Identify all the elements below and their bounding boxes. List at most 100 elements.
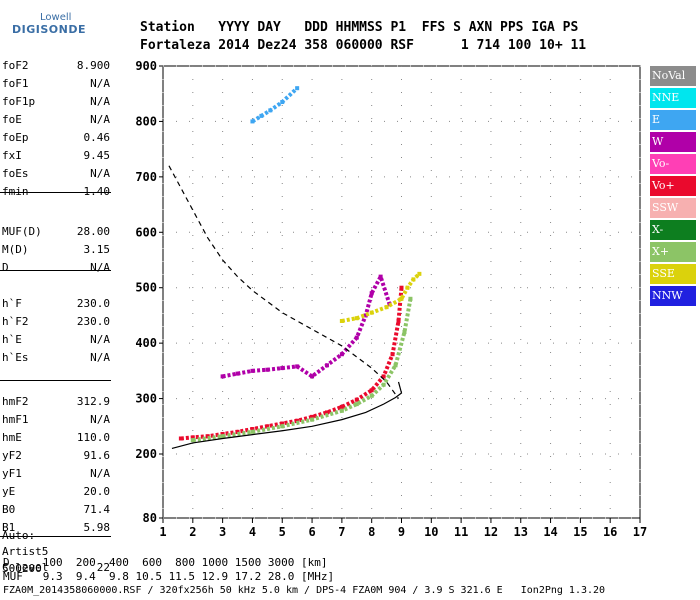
param-name: C-level (2, 561, 49, 574)
param-row: foE N/A (2, 113, 110, 127)
x-tick-label: 17 (633, 525, 647, 539)
x-tick-label: 15 (573, 525, 587, 539)
x-tick-label: 2 (189, 525, 196, 539)
legend-item: SSE (650, 264, 696, 284)
param-name: hmF2 (2, 395, 29, 408)
x-tick-label: 6 (308, 525, 315, 539)
param-row: foF1p N/A (2, 95, 110, 109)
data-point (220, 434, 225, 439)
param-value: 9.45 (83, 149, 111, 162)
param-value: 3.15 (83, 243, 111, 256)
param-row: fmin 1.40 (2, 185, 110, 199)
param-value: 20.0 (83, 485, 111, 498)
data-point (408, 296, 413, 301)
curve-MUF (168, 165, 400, 399)
data-point (280, 100, 285, 105)
data-point (354, 335, 359, 340)
legend-item: NNW (650, 286, 696, 306)
data-point (220, 374, 225, 379)
param-row: C-level 22 (2, 561, 110, 575)
param-separator (0, 380, 111, 381)
legend-item: E (650, 110, 696, 130)
param-name: h`F (2, 297, 22, 310)
series-trace (222, 274, 392, 379)
param-row: foF2 8.900 (2, 59, 110, 73)
param-name: foF1 (2, 77, 29, 90)
param-value: N/A (90, 351, 110, 364)
param-row: hmE 110.0 (2, 431, 110, 445)
param-separator (0, 192, 111, 193)
data-point (250, 427, 255, 432)
data-point (324, 410, 329, 415)
auto-software: Artist5 (2, 545, 49, 558)
param-row: yE 20.0 (2, 485, 110, 499)
y-tick-label: 900 (135, 59, 157, 73)
legend-item: W (650, 132, 696, 152)
x-tick-label: 14 (543, 525, 557, 539)
data-point (265, 424, 270, 429)
param-name: hmE (2, 431, 22, 444)
param-row: foF1 N/A (2, 77, 110, 91)
logo-line1: Lowell (40, 12, 72, 23)
param-name: fxI (2, 149, 22, 162)
x-tick-label: 8 (368, 525, 375, 539)
data-point (402, 330, 407, 335)
param-row: B1 5.98 (2, 521, 110, 535)
data-point (369, 388, 374, 393)
param-name: M(D) (2, 243, 29, 256)
param-value: 1.40 (83, 185, 111, 198)
param-name: h`E (2, 333, 22, 346)
param-row: yF1 N/A (2, 467, 110, 481)
data-point (310, 417, 315, 422)
data-point (417, 271, 422, 276)
param-value: 71.4 (83, 503, 111, 516)
x-tick-label: 3 (219, 525, 226, 539)
param-row: hmF1 N/A (2, 413, 110, 427)
data-point (250, 429, 255, 434)
param-name: foF1p (2, 95, 36, 108)
data-point (295, 418, 300, 423)
series-trace (180, 287, 404, 441)
plot-frame (162, 65, 641, 519)
param-value: 22 (96, 561, 110, 574)
y-tick-label: 400 (135, 336, 157, 350)
param-name: foE (2, 113, 22, 126)
param-value: 230.0 (76, 315, 110, 328)
legend-item: NoVal (650, 66, 696, 86)
data-point (384, 305, 389, 310)
param-name: foEs (2, 167, 29, 180)
param-row: hmF2 312.9 (2, 395, 110, 409)
data-point (259, 113, 264, 118)
x-tick-label: 13 (514, 525, 528, 539)
data-point (324, 363, 329, 368)
curve-profile (171, 381, 403, 450)
data-point (280, 366, 285, 371)
param-name: h`Es (2, 351, 29, 364)
data-point (295, 364, 300, 369)
plot-area (168, 86, 422, 450)
param-value: 8.900 (76, 59, 110, 72)
x-tick-label: 16 (603, 525, 617, 539)
data-point (369, 291, 374, 296)
data-point (381, 382, 386, 387)
param-row: yF2 91.6 (2, 449, 110, 463)
data-point (190, 438, 195, 443)
y-tick-label: 700 (135, 170, 157, 184)
logo-line2: DIGISONDE (12, 23, 86, 36)
param-value: 28.00 (76, 225, 110, 238)
param-name: hmF1 (2, 413, 29, 426)
data-point (339, 352, 344, 357)
x-tick-label: 5 (279, 525, 286, 539)
param-value: 91.6 (83, 449, 111, 462)
data-point (354, 402, 359, 407)
footer-d-row: D 100 200 400 600 800 1000 1500 3000 [km… (3, 556, 328, 569)
header-labels: Station YYYY DAY DDD HHMMSS P1 FFS S AXN… (140, 20, 579, 35)
param-name: B1 (2, 521, 16, 534)
x-tick-label: 9 (398, 525, 405, 539)
data-point (399, 285, 404, 290)
footer-file-row: FZA0M_2014358060000.RSF / 320fx256h 50 k… (3, 585, 606, 596)
legend-item: X+ (650, 242, 696, 262)
legend-item: X- (650, 220, 696, 240)
param-row: h`F 230.0 (2, 297, 110, 311)
param-value: 0.46 (83, 131, 111, 144)
